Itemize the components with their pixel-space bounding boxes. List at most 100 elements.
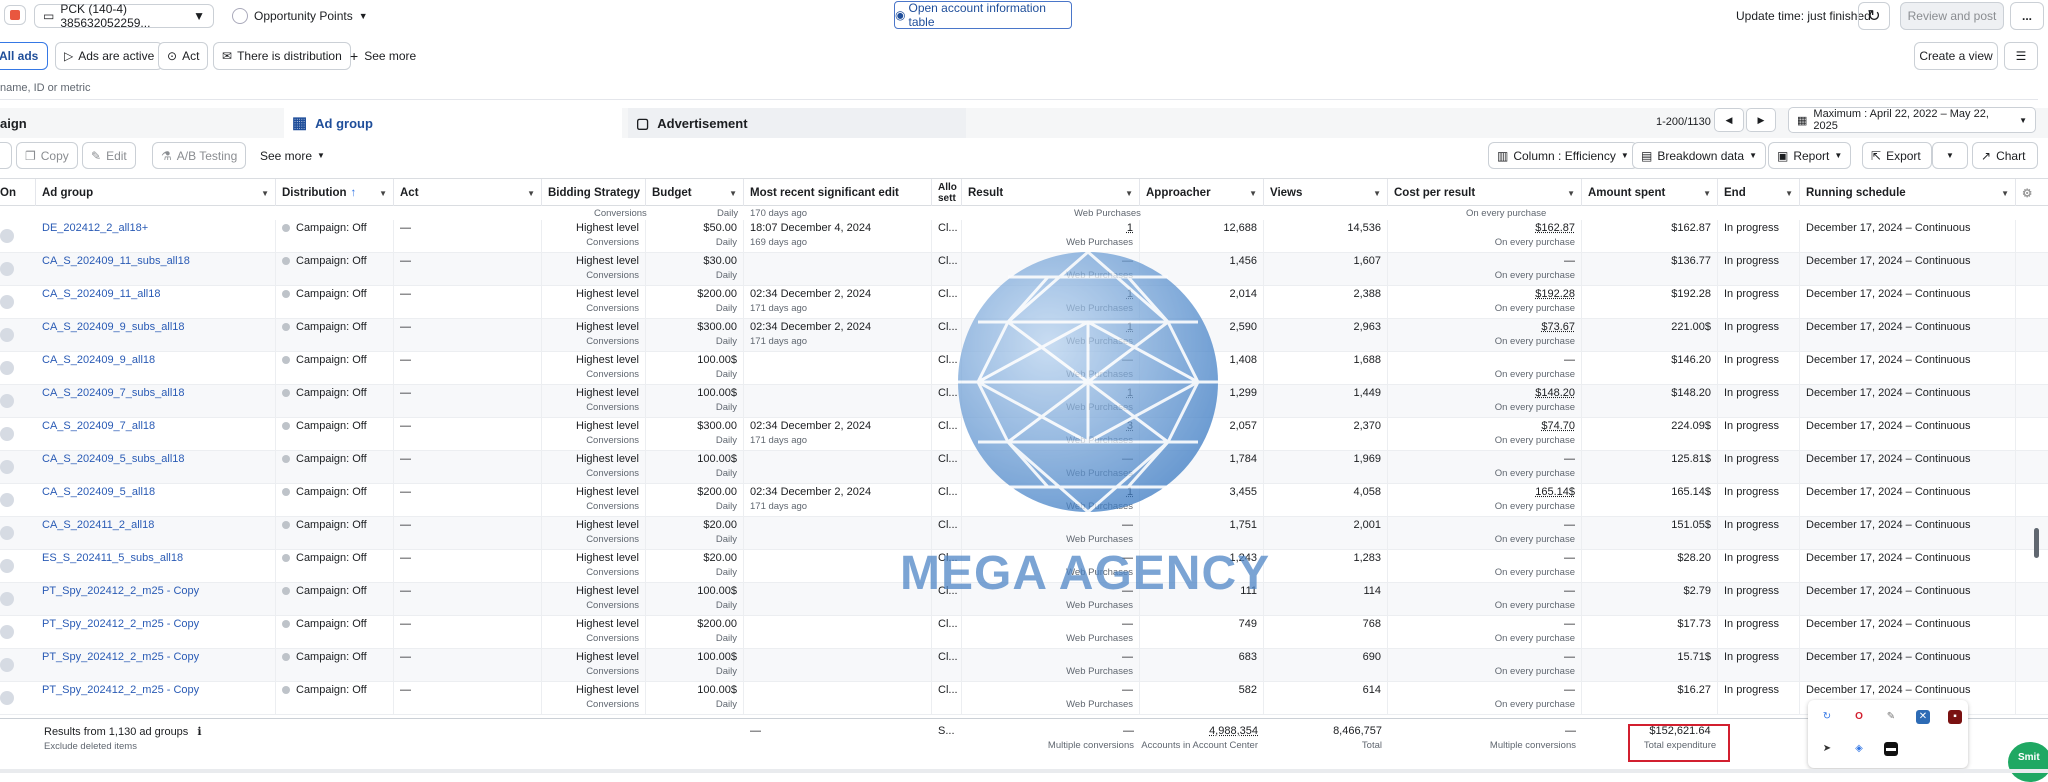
x-app-icon[interactable]: ✕ <box>1916 710 1930 724</box>
pdf-icon[interactable]: ▪ <box>1948 710 1962 724</box>
cell-name[interactable]: CA_S_202411_2_all18 <box>36 517 276 550</box>
date-range-picker[interactable]: ▦ Maximum : April 22, 2022 – May 22, 202… <box>1788 107 2036 133</box>
cell-name-value[interactable]: CA_S_202409_5_subs_all18 <box>42 453 185 465</box>
cell-name[interactable]: ES_S_202411_5_subs_all18 <box>36 550 276 583</box>
cell-name-value[interactable]: DE_202412_2_all18+ <box>42 222 149 234</box>
tab-advertisement[interactable]: ▢ Advertisement <box>628 108 966 138</box>
next-page-button[interactable]: ▶ <box>1746 108 1776 132</box>
on-off-toggle[interactable] <box>0 526 14 540</box>
send-icon[interactable]: ➤ <box>1822 743 1832 754</box>
col-settings[interactable]: ⚙ <box>2016 179 2048 207</box>
col-on[interactable]: On <box>0 179 36 207</box>
toolbar-see-more-button[interactable]: See more ▼ <box>252 142 333 169</box>
on-off-toggle[interactable] <box>0 493 14 507</box>
cell-name[interactable]: PT_Spy_202412_2_m25 - Copy <box>36 583 276 616</box>
cell-name-value[interactable]: PT_Spy_202412_2_m25 - Copy <box>42 585 200 597</box>
table-row[interactable]: CA_S_202409_5_subs_all18 Campaign: Off — Hi… <box>0 451 2048 484</box>
cell-name-value[interactable]: PT_Spy_202412_2_m25 - Copy <box>42 618 200 630</box>
filter-ads-active[interactable]: ▷ Ads are active <box>55 42 164 70</box>
on-off-toggle[interactable] <box>0 658 14 672</box>
col-views[interactable]: Views ▼ <box>1264 179 1388 207</box>
cell-name[interactable]: CA_S_202409_7_all18 <box>36 418 276 451</box>
cell-name-value[interactable]: CA_S_202409_9_subs_all18 <box>42 321 185 333</box>
filter-distribution[interactable]: ✉ There is distribution <box>213 42 351 70</box>
refresh-ext-icon[interactable]: ↻ <box>1822 711 1832 722</box>
on-off-toggle[interactable] <box>0 427 14 441</box>
col-schedule[interactable]: Running schedule ▼ <box>1800 179 2016 207</box>
cell-name[interactable]: CA_S_202409_11_all18 <box>36 286 276 319</box>
pause-icon[interactable] <box>4 5 26 25</box>
on-off-toggle[interactable] <box>0 559 14 573</box>
cell-name[interactable]: PT_Spy_202412_2_m25 - Copy <box>36 616 276 649</box>
more-options-button[interactable]: ... <box>2010 2 2044 30</box>
table-row[interactable]: PT_Spy_202412_2_m25 - Copy Campaign: Off —… <box>0 649 2048 682</box>
on-off-toggle[interactable] <box>0 394 14 408</box>
col-ad-group[interactable]: Ad group ▼ <box>36 179 276 207</box>
export-dropdown[interactable]: ▼ <box>1932 142 1968 169</box>
on-off-toggle[interactable] <box>0 229 14 243</box>
cell-name[interactable]: CA_S_202409_5_subs_all18 <box>36 451 276 484</box>
cell-name-value[interactable]: CA_S_202409_11_subs_all18 <box>42 255 190 267</box>
col-amount-spent[interactable]: Amount spent ▼ <box>1582 179 1718 207</box>
opera-icon[interactable]: O <box>1855 711 1863 722</box>
filter-act[interactable]: ⊙ Act <box>158 42 209 70</box>
tab-ad-group[interactable]: ▦ Ad group <box>284 108 622 138</box>
search-input[interactable]: name, ID or metric <box>0 76 2038 100</box>
cell-name[interactable]: CA_S_202409_7_subs_all18 <box>36 385 276 418</box>
cell-name[interactable]: CA_S_202409_9_subs_all18 <box>36 319 276 352</box>
terminal-icon[interactable]: ▬ <box>1884 742 1898 756</box>
on-off-toggle[interactable] <box>0 262 14 276</box>
col-act[interactable]: Act ▼ <box>394 179 542 207</box>
ab-testing-button[interactable]: ⚗ A/B Testing <box>152 142 247 169</box>
table-row[interactable]: ES_S_202411_5_subs_all18 Campaign: Off — Hi… <box>0 550 2048 583</box>
shield-icon[interactable]: ◈ <box>1855 743 1863 754</box>
on-off-toggle[interactable] <box>0 361 14 375</box>
on-off-toggle[interactable] <box>0 592 14 606</box>
table-row[interactable]: CA_S_202411_2_all18 Campaign: Off — Highest… <box>0 517 2048 550</box>
table-row[interactable]: DE_202412_2_all18+ Campaign: Off — Highest … <box>0 220 2048 253</box>
table-row[interactable]: CA_S_202409_7_all18 Campaign: Off — Highest… <box>0 418 2048 451</box>
cell-name[interactable]: CA_S_202409_5_all18 <box>36 484 276 517</box>
chart-button[interactable]: ↗ Chart <box>1972 142 2038 169</box>
cell-name-value[interactable]: CA_S_202409_5_all18 <box>42 486 156 498</box>
cell-name-value[interactable]: ES_S_202411_5_subs_all18 <box>42 552 184 564</box>
cell-name-value[interactable]: CA_S_202411_2_all18 <box>42 519 155 531</box>
cell-name[interactable]: PT_Spy_202412_2_m25 - Copy <box>36 649 276 682</box>
on-off-toggle[interactable] <box>0 328 14 342</box>
create-view-button[interactable]: Create a view <box>1914 42 1998 70</box>
toolbar-left-button[interactable] <box>0 142 12 169</box>
cell-name-value[interactable]: CA_S_202409_11_all18 <box>42 288 161 300</box>
table-row[interactable]: PT_Spy_202412_2_m25 - Copy Campaign: Off —… <box>0 616 2048 649</box>
account-selector[interactable]: ▭ PCK (140-4) 385632052259... ▼ <box>34 2 214 30</box>
col-edit[interactable]: Most recent significant edit <box>744 179 932 207</box>
table-row[interactable]: PT_Spy_202412_2_m25 - Copy Campaign: Off —… <box>0 682 2048 715</box>
view-settings-button[interactable]: ☰ <box>2004 42 2038 70</box>
pen-icon[interactable]: ✎ <box>1886 711 1896 722</box>
filter-all-ads[interactable]: All ads <box>0 42 48 70</box>
breakdown-button[interactable]: ▤ Breakdown data ▼ <box>1632 142 1766 169</box>
cell-name-value[interactable]: CA_S_202409_9_all18 <box>42 354 156 366</box>
prev-page-button[interactable]: ◀ <box>1714 108 1744 132</box>
opportunity-points[interactable]: Opportunity Points ▼ <box>232 4 368 28</box>
review-post-button[interactable]: Review and post <box>1900 2 2004 30</box>
cell-name-value[interactable]: PT_Spy_202412_2_m25 - Copy <box>42 684 200 696</box>
table-row[interactable]: CA_S_202409_9_all18 Campaign: Off — Highest… <box>0 352 2048 385</box>
export-button[interactable]: ⇱ Export <box>1862 142 1932 169</box>
cell-name[interactable]: DE_202412_2_all18+ <box>36 220 276 253</box>
cell-name-value[interactable]: PT_Spy_202412_2_m25 - Copy <box>42 651 200 663</box>
on-off-toggle[interactable] <box>0 460 14 474</box>
cell-name[interactable]: PT_Spy_202412_2_m25 - Copy <box>36 682 276 715</box>
col-distribution[interactable]: Distribution ↑ ▼ <box>276 179 394 207</box>
scrollbar-thumb[interactable] <box>2034 528 2039 558</box>
info-icon[interactable]: ℹ <box>197 726 202 738</box>
copy-button[interactable]: ❐ Copy <box>16 142 78 169</box>
table-row[interactable]: CA_S_202409_11_subs_all18 Campaign: Off — H… <box>0 253 2048 286</box>
col-approacher[interactable]: Approacher ▼ <box>1140 179 1264 207</box>
table-row[interactable]: CA_S_202409_9_subs_all18 Campaign: Off — Hi… <box>0 319 2048 352</box>
col-bidding[interactable]: Bidding Strategy <box>542 179 646 207</box>
edit-button[interactable]: ✎ Edit <box>82 142 136 169</box>
col-alloc[interactable]: Allo sett <box>932 179 962 207</box>
cell-name-value[interactable]: CA_S_202409_7_all18 <box>42 420 156 432</box>
table-row[interactable]: CA_S_202409_11_all18 Campaign: Off — Highes… <box>0 286 2048 319</box>
col-cost-per-result[interactable]: Cost per result ▼ <box>1388 179 1582 207</box>
